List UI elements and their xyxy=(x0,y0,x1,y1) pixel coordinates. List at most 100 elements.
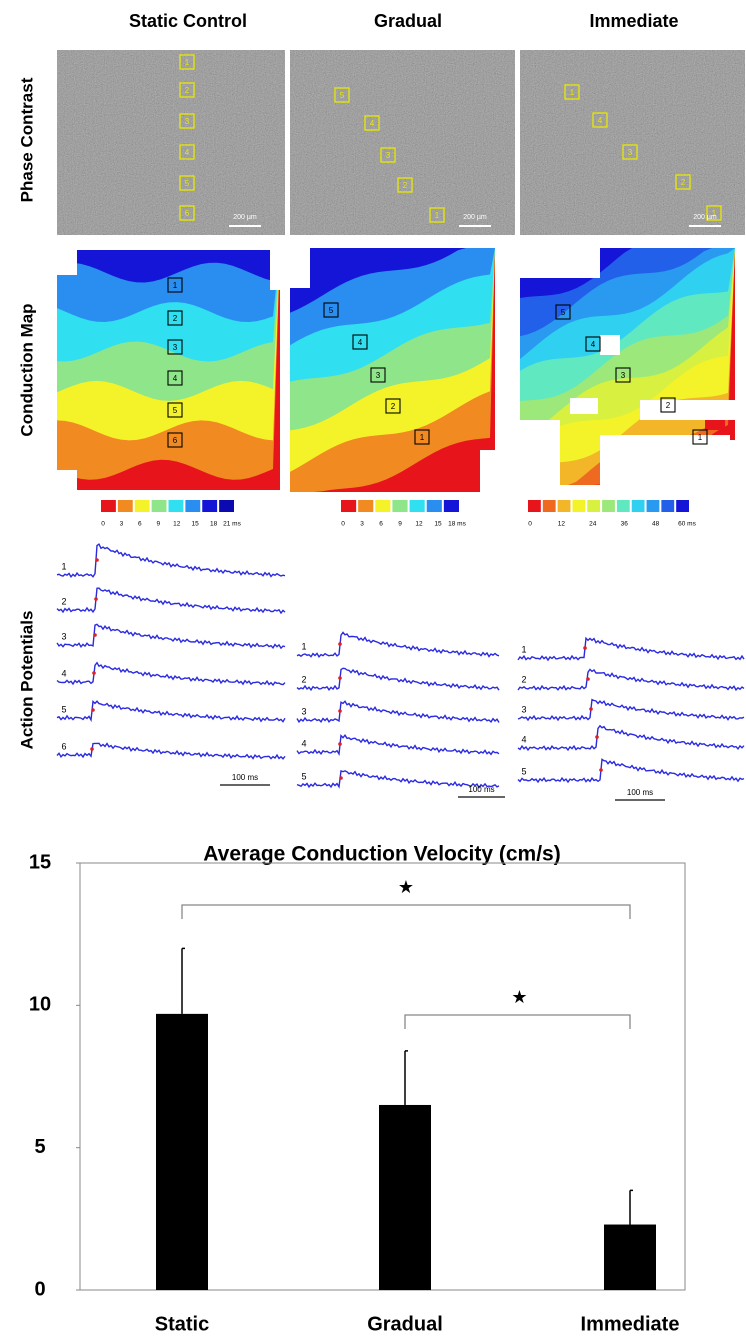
marker-box xyxy=(323,302,339,318)
scale-bar-label: 100 ms xyxy=(627,788,653,797)
phase-texture xyxy=(290,50,515,235)
ap-upstroke-dot xyxy=(338,676,342,680)
colorbar-label: 12 xyxy=(558,521,566,528)
marker-box xyxy=(167,277,183,293)
ap-upstroke-dot xyxy=(94,597,98,601)
phase-texture xyxy=(57,50,285,235)
scale-bar-label: 200 µm xyxy=(233,214,257,221)
marker-box xyxy=(364,115,380,131)
x-tick-label: Static xyxy=(155,1313,209,1335)
marker-box xyxy=(179,175,195,191)
colorbar-swatch xyxy=(202,500,218,512)
marker-label: 3 xyxy=(376,371,381,380)
marker-box xyxy=(429,207,445,223)
ap-trace xyxy=(56,543,286,579)
trace-label: 2 xyxy=(301,674,306,684)
colorbar-label: 6 xyxy=(138,521,142,528)
marker-box xyxy=(179,82,195,98)
marker-label: 2 xyxy=(185,86,190,95)
column-title: Immediate xyxy=(589,11,678,31)
row-label: Conduction Map xyxy=(17,303,36,436)
ap-upstroke-dot xyxy=(338,742,342,746)
colorbar-label: 18 xyxy=(210,521,218,528)
trace-label: 5 xyxy=(521,766,526,776)
colorbar-label: 6 xyxy=(379,521,383,528)
marker-label: 1 xyxy=(435,211,440,220)
colorbar-label: 0 xyxy=(341,521,345,528)
marker-label: 3 xyxy=(621,371,626,380)
colorbar-label: 12 xyxy=(415,521,423,528)
marker-label: 1 xyxy=(185,58,190,67)
colorbar-swatch xyxy=(616,500,630,512)
ap-trace xyxy=(296,667,500,692)
map-mask xyxy=(270,250,280,290)
x-tick-label: Gradual xyxy=(367,1313,443,1335)
marker-label: 3 xyxy=(185,117,190,126)
trace-label: 3 xyxy=(61,631,66,641)
colorbar-label: 9 xyxy=(398,521,402,528)
colorbar-label: 24 xyxy=(589,521,597,528)
scale-bar-label: 200 µm xyxy=(693,214,717,221)
map-mask xyxy=(290,248,310,288)
significance-bracket xyxy=(404,1014,631,1029)
marker-box xyxy=(706,205,722,221)
marker-label: 1 xyxy=(698,433,703,442)
colorbar-label: 36 xyxy=(621,521,629,528)
marker-label: 2 xyxy=(173,314,178,323)
colorbar-swatch xyxy=(426,500,442,512)
ap-trace xyxy=(56,742,286,760)
ap-trace xyxy=(517,636,745,662)
trace-label: 4 xyxy=(301,738,306,748)
ap-upstroke-dot xyxy=(338,642,342,646)
ap-upstroke-dot xyxy=(92,671,96,675)
trace-label: 2 xyxy=(61,596,66,606)
colorbar-swatch xyxy=(358,500,374,512)
trace-label: 4 xyxy=(521,734,526,744)
marker-box xyxy=(370,367,386,383)
marker-box xyxy=(334,87,350,103)
ap-trace xyxy=(296,769,500,789)
column-title: Gradual xyxy=(374,11,442,31)
colorbar-swatch xyxy=(676,500,689,512)
colorbar-swatch xyxy=(587,500,601,512)
ap-upstroke-dot xyxy=(589,707,593,711)
marker-box xyxy=(167,432,183,448)
colorbar-swatch xyxy=(661,500,675,512)
scale-bar-label: 200 µm xyxy=(463,214,487,221)
ap-upstroke-dot xyxy=(339,776,343,780)
marker-label: 3 xyxy=(386,151,391,160)
map-mask xyxy=(520,420,560,485)
colorbar-label: 60 ms xyxy=(678,521,696,528)
y-tick-label: 5 xyxy=(34,1136,45,1158)
marker-box xyxy=(380,147,396,163)
colorbar-swatch xyxy=(341,500,357,512)
marker-box xyxy=(179,144,195,160)
marker-box xyxy=(660,397,676,413)
row-label: Action Potentials xyxy=(17,611,36,750)
marker-box xyxy=(592,112,608,128)
map-mask xyxy=(705,420,725,430)
colorbar-swatch xyxy=(392,500,408,512)
marker-label: 5 xyxy=(329,306,334,315)
colorbar-label: 3 xyxy=(120,521,124,528)
ap-upstroke-dot xyxy=(595,735,599,739)
colorbar-label: 15 xyxy=(192,521,200,528)
map-mask xyxy=(520,248,600,278)
map-mask xyxy=(640,400,735,420)
marker-label: 5 xyxy=(561,308,566,317)
row-label: Phase Contrast xyxy=(17,77,36,202)
marker-box xyxy=(622,144,638,160)
marker-box xyxy=(385,398,401,414)
marker-box xyxy=(692,429,708,445)
y-tick-label: 15 xyxy=(29,851,51,873)
ap-trace xyxy=(517,698,745,722)
marker-box xyxy=(167,370,183,386)
marker-box xyxy=(179,54,195,70)
ap-trace xyxy=(56,700,286,723)
scale-bar-label: 100 ms xyxy=(232,773,258,782)
colorbar-swatch xyxy=(528,500,541,512)
map-mask xyxy=(480,450,495,492)
ap-trace xyxy=(517,668,745,692)
significance-bracket xyxy=(181,904,631,919)
y-tick-label: 10 xyxy=(29,994,51,1016)
